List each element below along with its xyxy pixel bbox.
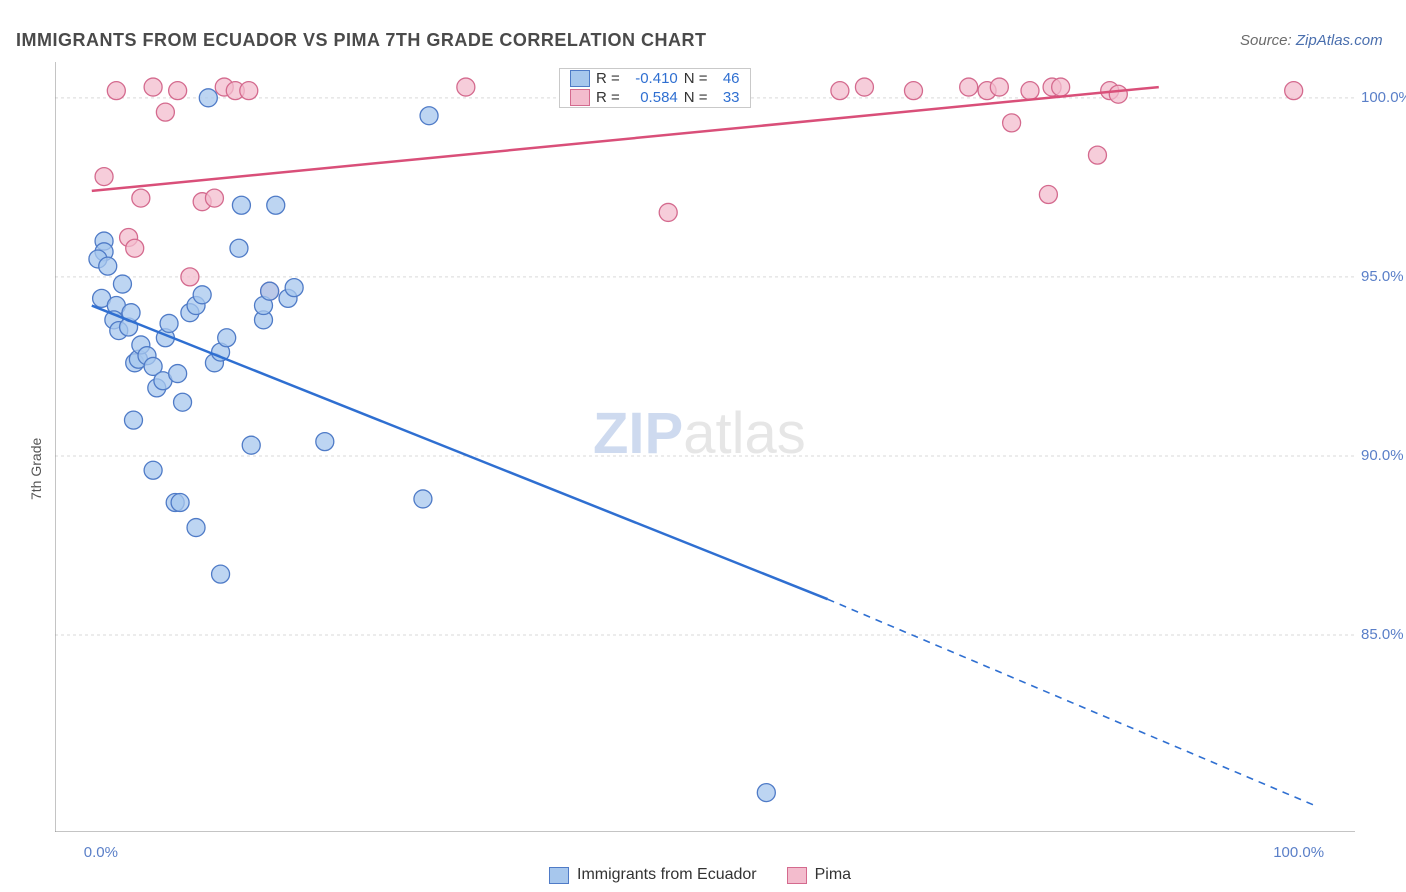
x-tick-label: 0.0%: [84, 844, 118, 861]
chart-title: IMMIGRANTS FROM ECUADOR VS PIMA 7TH GRAD…: [16, 30, 707, 51]
legend-swatch: [787, 867, 807, 884]
y-axis-label: 7th Grade: [28, 438, 44, 500]
x-tick-label: 100.0%: [1273, 844, 1324, 861]
y-tick-label: 90.0%: [1361, 447, 1404, 464]
legend-swatch: [549, 867, 569, 884]
stats-row: R =0.584 N =33: [560, 88, 750, 107]
legend-swatch: [570, 70, 590, 87]
source-attribution: Source: ZipAtlas.com: [1240, 32, 1383, 49]
legend-item: Pima: [787, 866, 851, 884]
stats-legend: R =-0.410 N =46R =0.584 N =33: [559, 68, 751, 108]
y-tick-label: 85.0%: [1361, 626, 1404, 643]
source-link[interactable]: ZipAtlas.com: [1296, 32, 1383, 49]
legend-label: Immigrants from Ecuador: [577, 866, 757, 884]
legend-label: Pima: [815, 866, 851, 884]
legend-item: Immigrants from Ecuador: [549, 866, 757, 884]
y-tick-label: 100.0%: [1361, 89, 1406, 106]
source-prefix: Source:: [1240, 32, 1296, 49]
y-tick-label: 95.0%: [1361, 268, 1404, 285]
plot-area: [55, 62, 1355, 832]
series-legend: Immigrants from Ecuador Pima: [549, 866, 851, 884]
legend-swatch: [570, 89, 590, 106]
stats-row: R =-0.410 N =46: [560, 69, 750, 88]
chart-container: IMMIGRANTS FROM ECUADOR VS PIMA 7TH GRAD…: [0, 0, 1406, 892]
